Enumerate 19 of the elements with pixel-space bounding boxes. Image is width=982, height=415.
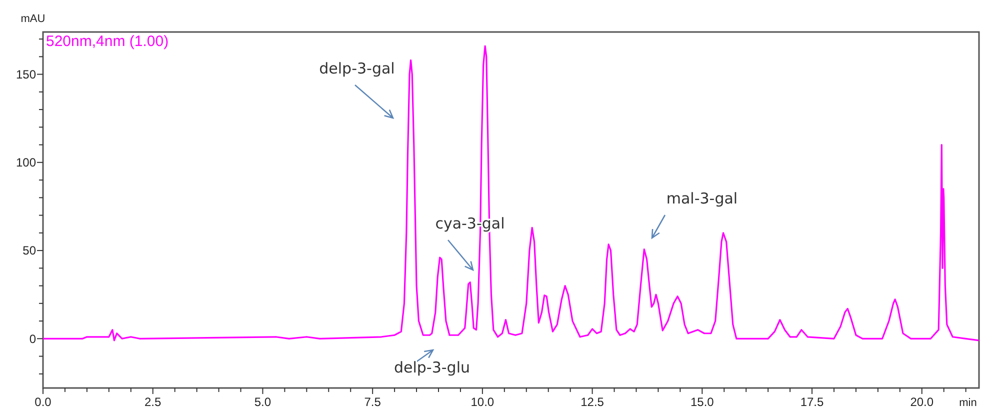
x-tick-label: 20.0 (910, 395, 934, 409)
x-tick-label: 2.5 (144, 395, 162, 409)
annotation: mal-3-gal (666, 189, 738, 208)
y-tick-label: 100 (16, 156, 36, 170)
y-tick-label: 0 (29, 332, 36, 346)
y-tick-label: 50 (22, 244, 36, 258)
y-axis-title: mAU (20, 13, 46, 25)
text: 520nm,4nm (1.00) (46, 33, 169, 50)
x-axis-title: min (959, 397, 977, 409)
x-tick-label: 7.5 (364, 395, 382, 409)
x-tick-label: 17.5 (800, 395, 824, 409)
x-tick-label: 15.0 (690, 395, 714, 409)
x-tick-label: 0.0 (34, 395, 52, 409)
y-tick-label: 150 (16, 67, 36, 82)
x-tick-label: 12.5 (580, 395, 604, 409)
x-tick-label: 5.0 (254, 395, 272, 409)
annotation: delp-3-glu (394, 358, 470, 376)
x-tick-label: 10.0 (470, 395, 494, 409)
annotation: delp-3-gal (319, 59, 395, 78)
